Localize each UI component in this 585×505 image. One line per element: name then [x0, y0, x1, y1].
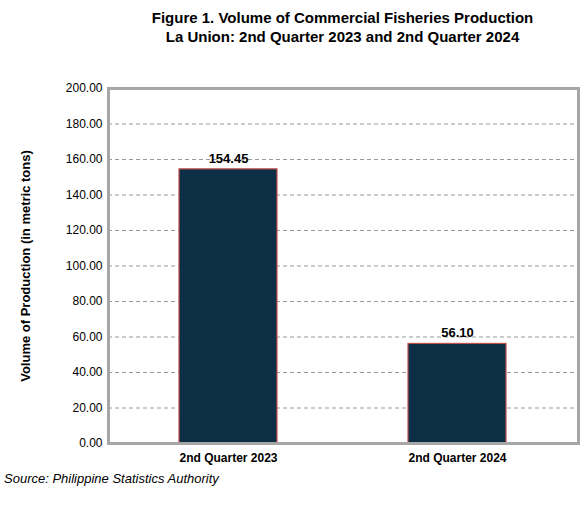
svg-text:2nd Quarter 2023: 2nd Quarter 2023 [179, 451, 277, 465]
svg-text:40.00: 40.00 [72, 365, 102, 379]
svg-text:20.00: 20.00 [72, 401, 102, 415]
svg-text:100.00: 100.00 [66, 259, 103, 273]
svg-text:0.00: 0.00 [79, 436, 103, 450]
html-text:La Union: 2nd Quarter 2023 and: La Union: 2nd Quarter 2023 and 2nd Quart… [165, 28, 520, 45]
svg-text:80.00: 80.00 [72, 294, 102, 308]
svg-text:2nd Quarter 2024: 2nd Quarter 2024 [408, 451, 506, 465]
svg-text:154.45: 154.45 [209, 151, 249, 166]
svg-text:180.00: 180.00 [66, 117, 103, 131]
html-text:Source: Philippine Statistics: Source: Philippine Statistics Authority [4, 471, 219, 486]
svg-text:200.00: 200.00 [66, 81, 103, 95]
svg-text:160.00: 160.00 [66, 152, 103, 166]
svg-text:120.00: 120.00 [66, 223, 103, 237]
svg-text:56.10: 56.10 [441, 325, 474, 340]
svg-text:140.00: 140.00 [66, 188, 103, 202]
svg-text:Volume of Production (in metri: Volume of Production (in metric tons) [18, 150, 33, 382]
svg-text:60.00: 60.00 [72, 330, 102, 344]
html-text:Figure 1. Volume of Commercial: Figure 1. Volume of Commercial Fisheries… [151, 9, 534, 26]
